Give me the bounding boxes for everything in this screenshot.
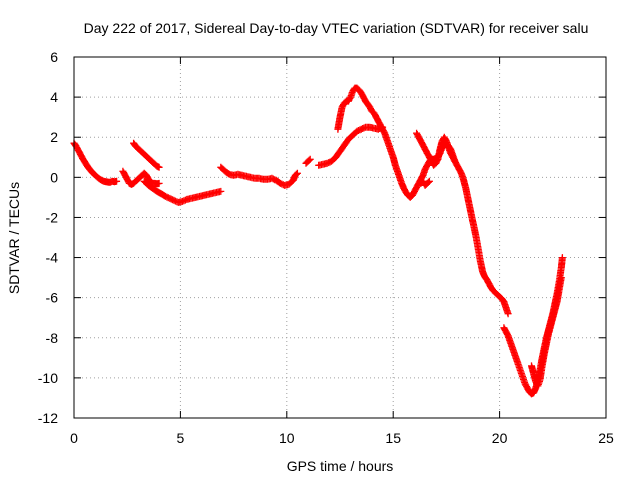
data-trail xyxy=(528,275,565,389)
data-series xyxy=(413,129,459,169)
y-tick-label: 6 xyxy=(50,49,58,65)
y-tick-label: -12 xyxy=(38,410,58,426)
y-tick-label: -2 xyxy=(46,209,59,225)
y-tick-label: -4 xyxy=(46,250,59,266)
data-trail xyxy=(130,140,162,171)
data-point xyxy=(306,155,314,163)
data-series xyxy=(130,139,163,171)
x-tick-label: 20 xyxy=(492,430,508,446)
data-trail xyxy=(141,178,223,206)
plot-frame xyxy=(73,56,607,419)
data-series xyxy=(140,177,225,206)
y-tick-label: -10 xyxy=(38,370,58,386)
data-series xyxy=(217,163,301,189)
data-marks xyxy=(70,84,566,398)
data-series xyxy=(528,274,565,390)
data-series xyxy=(70,139,121,186)
y-tick-label: -6 xyxy=(46,290,59,306)
data-trail xyxy=(218,164,300,189)
data-trail xyxy=(413,131,458,168)
y-axis-label: SDTVAR / TECUs xyxy=(6,182,22,294)
data-series xyxy=(119,167,163,188)
y-tick-label: -8 xyxy=(46,330,59,346)
data-series xyxy=(315,123,387,169)
data-trail xyxy=(316,123,385,169)
y-tick-label: 0 xyxy=(50,169,58,185)
y-tick-label: 4 xyxy=(50,89,58,105)
data-trail xyxy=(120,169,162,188)
x-tick-label: 10 xyxy=(279,430,295,446)
data-point xyxy=(425,177,433,185)
tick-labels: 0 5 10 15 20 25 -12 -10 -8 -6 -4 -2 0 2 4 6 xyxy=(38,49,614,446)
x-tick-label: 0 xyxy=(70,430,78,446)
data-series xyxy=(302,155,314,167)
data-trail xyxy=(303,156,313,166)
data-trail xyxy=(418,178,432,188)
x-axis-label: GPS time / hours xyxy=(287,458,394,474)
grid-lines xyxy=(74,57,606,418)
data-trail xyxy=(71,140,119,186)
y-tick-label: 2 xyxy=(50,129,58,145)
data-series xyxy=(417,177,433,189)
x-tick-label: 5 xyxy=(177,430,185,446)
chart-title: Day 222 of 2017, Sidereal Day-to-day VTE… xyxy=(84,20,589,36)
x-tick-label: 15 xyxy=(385,430,401,446)
x-tick-label: 25 xyxy=(598,430,614,446)
